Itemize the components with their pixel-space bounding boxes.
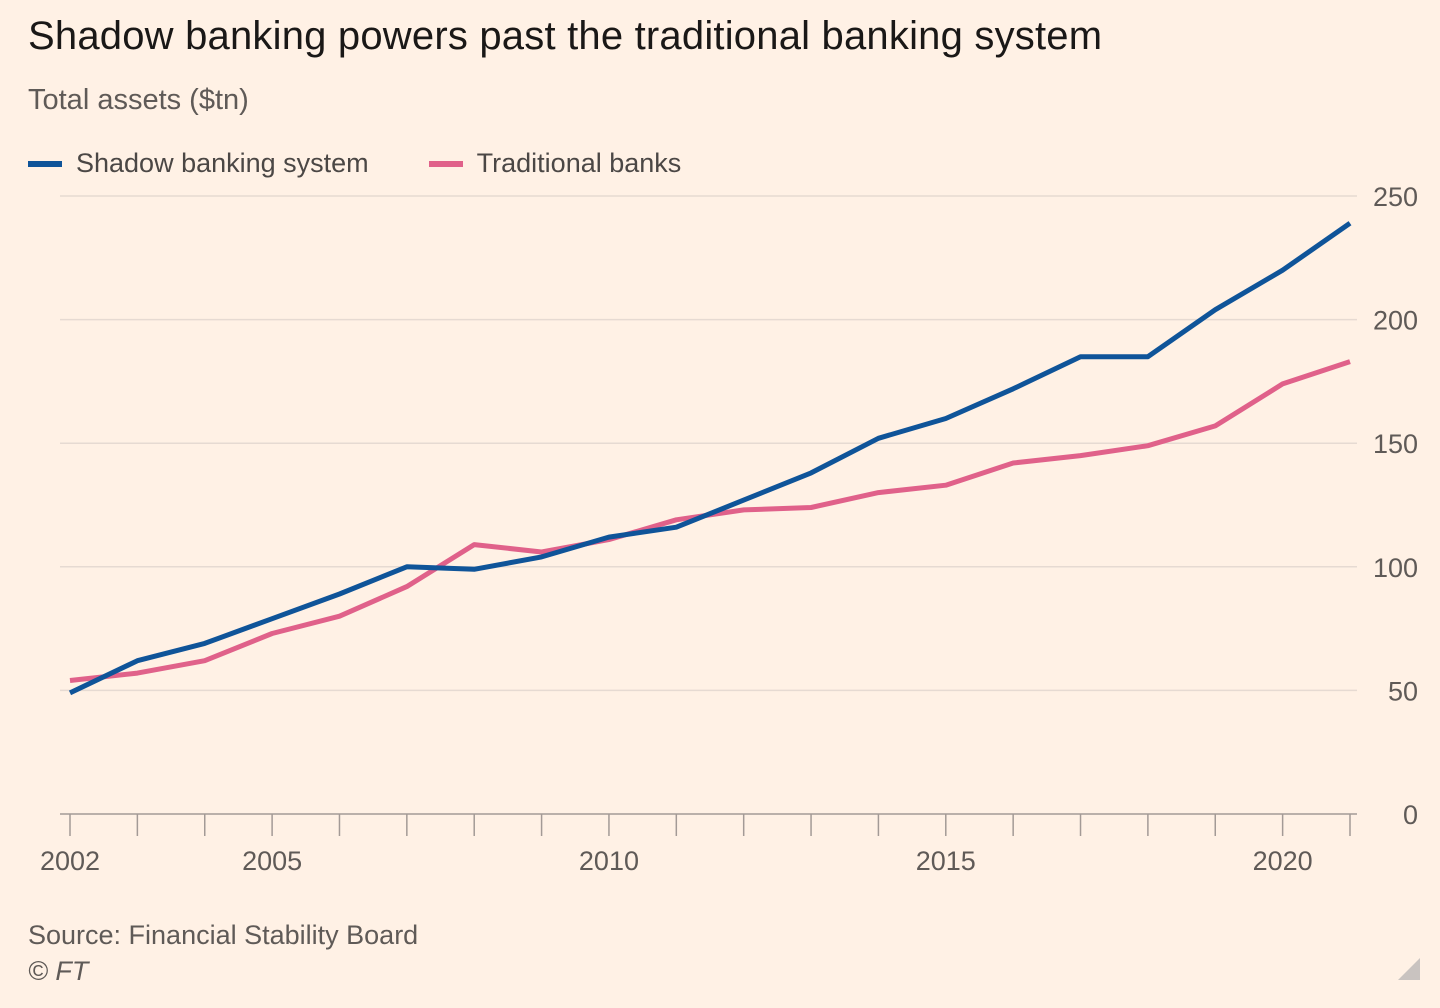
- y-tick-label-200: 200: [1373, 306, 1418, 336]
- source-note: Source: Financial Stability Board: [28, 920, 419, 950]
- y-axis: 0 50 100 150 200 250: [1373, 182, 1418, 830]
- chart-title: Shadow banking powers past the tradition…: [28, 14, 1103, 58]
- y-tick-label-250: 250: [1373, 182, 1418, 212]
- y-tick-label-0: 0: [1403, 800, 1418, 830]
- legend-item-traditional: Traditional banks: [428, 148, 682, 179]
- x-axis: 2002 2005 2010 2015 2020: [40, 813, 1357, 876]
- y-tick-label-100: 100: [1373, 553, 1418, 583]
- resize-corner-icon[interactable]: [1398, 958, 1420, 980]
- gridlines: [60, 195, 1357, 692]
- legend-swatch-traditional: [428, 160, 463, 167]
- chart-subtitle: Total assets ($tn): [28, 84, 249, 116]
- series-line-shadow-banking-system: [68, 221, 1352, 696]
- copyright-note: © FT: [28, 956, 89, 986]
- y-tick-label-150: 150: [1373, 429, 1418, 459]
- x-tick-label-2015: 2015: [916, 846, 976, 876]
- legend-label-traditional: Traditional banks: [476, 148, 682, 178]
- legend-item-shadow: Shadow banking system: [28, 148, 369, 179]
- x-tick-label-2002: 2002: [40, 846, 100, 876]
- legend-label-shadow: Shadow banking system: [76, 148, 369, 178]
- x-tick-label-2020: 2020: [1253, 846, 1313, 876]
- x-tick-label-2005: 2005: [242, 846, 302, 876]
- legend: Shadow banking system Traditional banks: [28, 148, 741, 179]
- series-line-traditional-banks: [69, 359, 1351, 683]
- x-tick-label-2010: 2010: [579, 846, 639, 876]
- y-tick-label-50: 50: [1388, 676, 1418, 706]
- series: [68, 221, 1352, 696]
- legend-swatch-shadow: [28, 160, 62, 167]
